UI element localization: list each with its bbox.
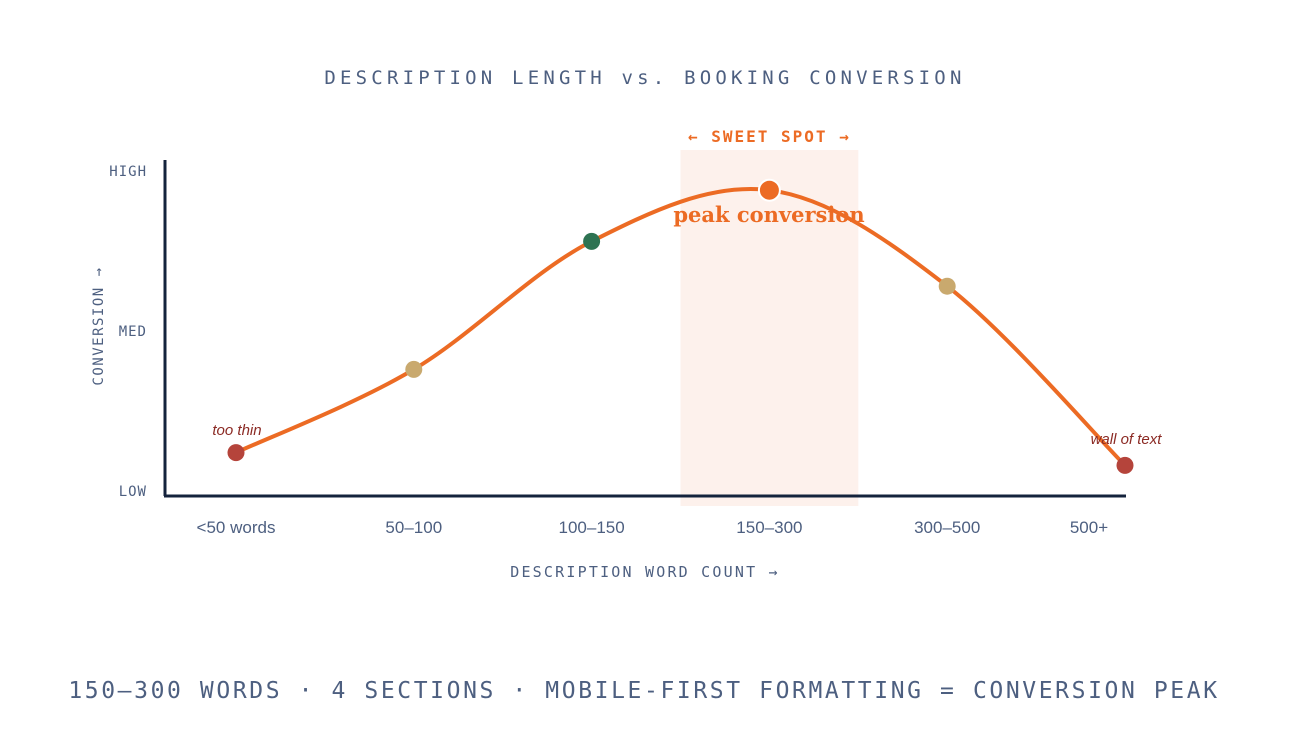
- annotation-peak-conversion: peak conversion: [673, 202, 864, 227]
- data-point: [1116, 456, 1134, 474]
- x-axis-label: DESCRIPTION WORD COUNT →: [510, 563, 780, 581]
- data-point: [938, 277, 956, 295]
- sweet-spot-label: ← SWEET SPOT →: [688, 127, 851, 146]
- x-tick-label: <50 words: [197, 518, 276, 537]
- y-tick-labels: HIGH MED LOW: [109, 164, 147, 500]
- x-tick-label: 50–100: [385, 518, 442, 537]
- data-points: [227, 178, 1134, 474]
- data-point: [227, 444, 245, 462]
- footer-summary: 150–300 WORDS · 4 SECTIONS · MOBILE-FIRS…: [68, 678, 1219, 704]
- x-tick-label: 300–500: [914, 518, 980, 537]
- x-tick-label: 500+: [1070, 518, 1108, 537]
- chart-title: DESCRIPTION LENGTH vs. BOOKING CONVERSIO…: [324, 67, 965, 89]
- x-tick-label: 150–300: [736, 518, 802, 537]
- x-tick-labels: <50 words 50–100 100–150 150–300 300–500 500+: [197, 518, 1109, 537]
- data-point: [583, 232, 601, 250]
- y-tick-label: LOW: [119, 484, 147, 500]
- annotation-too-thin: too thin: [212, 422, 261, 439]
- data-point: [757, 178, 781, 202]
- annotation-wall-of-text: wall of text: [1091, 431, 1163, 448]
- y-tick-label: MED: [119, 324, 147, 340]
- y-axis-label: CONVERSION →: [91, 266, 107, 385]
- x-tick-label: 100–150: [559, 518, 625, 537]
- y-tick-label: HIGH: [109, 164, 147, 180]
- data-point: [405, 360, 423, 378]
- conversion-line: [234, 187, 1127, 468]
